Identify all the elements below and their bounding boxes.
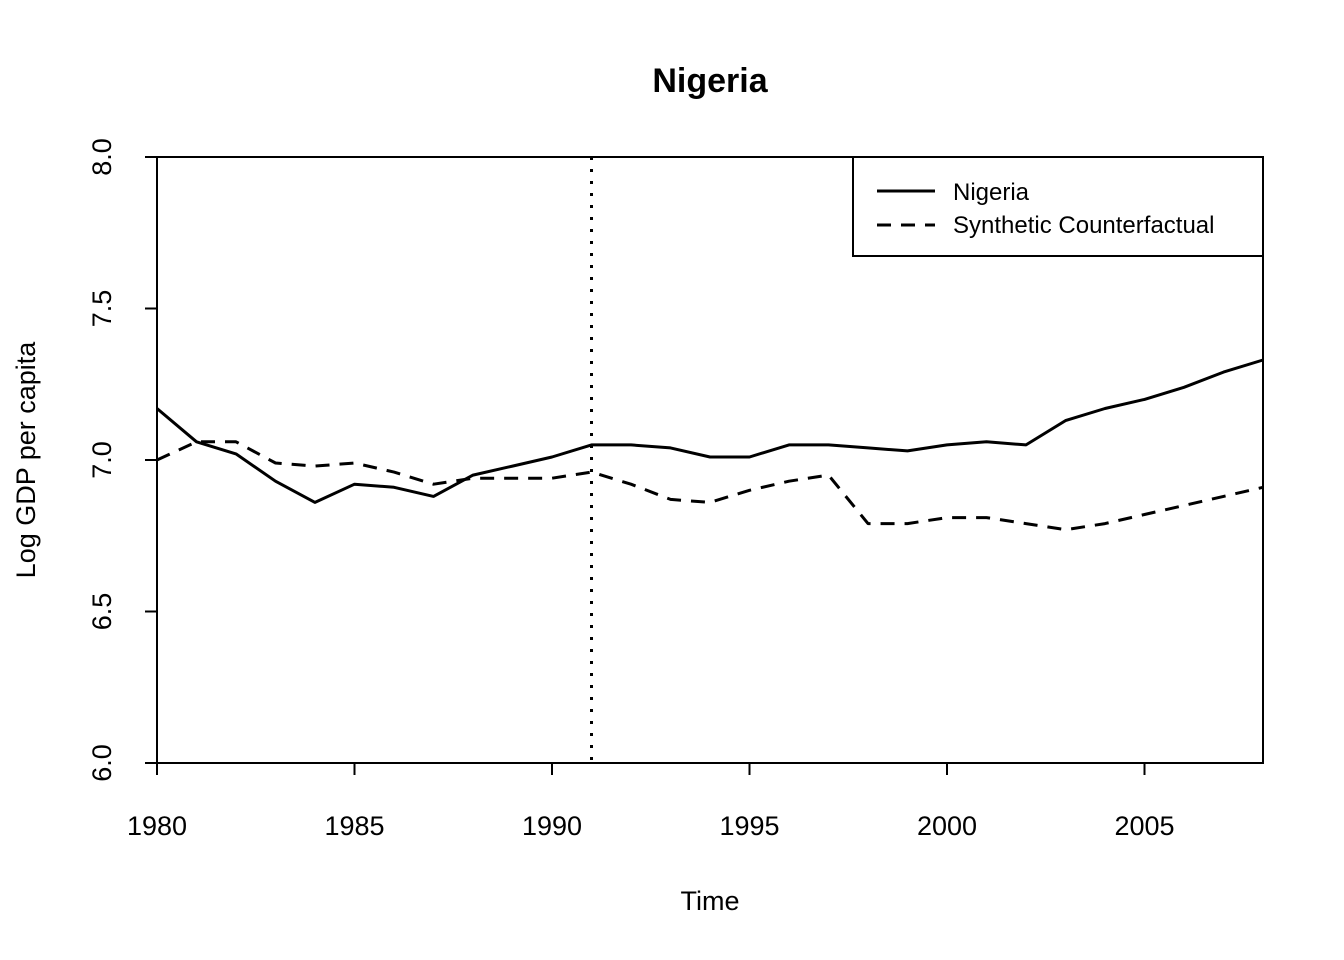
y-tick-label-7.5: 7.5 bbox=[87, 290, 117, 328]
y-tick-label-6: 6.0 bbox=[87, 744, 117, 782]
x-tick-label-2000: 2000 bbox=[917, 811, 977, 841]
y-axis-label: Log GDP per capita bbox=[11, 341, 41, 579]
y-tick-label-6.5: 6.5 bbox=[87, 593, 117, 631]
legend-label-nigeria: Nigeria bbox=[953, 179, 1030, 206]
y-axis: 6.0 6.5 7.0 7.5 8.0 bbox=[87, 138, 157, 782]
x-axis-label: Time bbox=[681, 886, 740, 916]
y-tick-label-8: 8.0 bbox=[87, 138, 117, 176]
series-layer bbox=[156, 358, 1264, 532]
series-line-synthetic-counterfactual bbox=[156, 440, 1264, 532]
x-tick-label-1980: 1980 bbox=[127, 811, 187, 841]
x-axis: 1980 1985 1990 1995 2000 2005 bbox=[127, 763, 1175, 841]
x-tick-label-1995: 1995 bbox=[719, 811, 779, 841]
series-line-nigeria bbox=[156, 358, 1264, 504]
chart-title: Nigeria bbox=[652, 62, 768, 100]
x-tick-label-2005: 2005 bbox=[1114, 811, 1174, 841]
x-tick-label-1990: 1990 bbox=[522, 811, 582, 841]
x-tick-label-1985: 1985 bbox=[324, 811, 384, 841]
legend-label-synthetic: Synthetic Counterfactual bbox=[953, 212, 1214, 239]
y-tick-label-7: 7.0 bbox=[87, 441, 117, 479]
legend-box bbox=[852, 156, 1264, 257]
legend: Nigeria Synthetic Counterfactual bbox=[852, 156, 1264, 257]
